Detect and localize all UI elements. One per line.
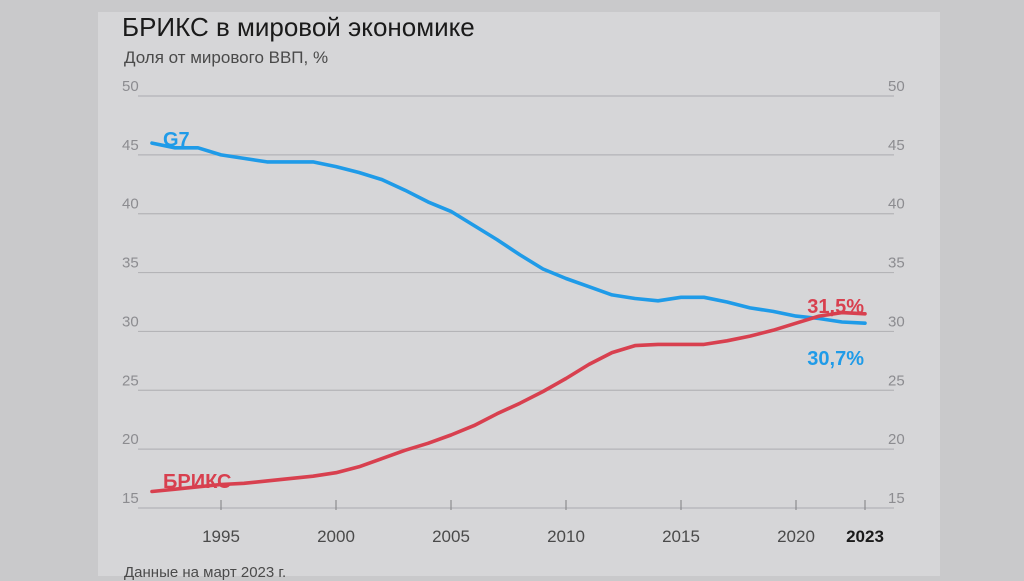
series-line-0 (150, 141, 867, 325)
y-tick-left-35: 35 (122, 255, 139, 272)
series-name-g7: G7 (163, 129, 190, 151)
x-tick-label-2020: 2020 (777, 527, 815, 546)
y-tick-left-15: 15 (122, 490, 139, 507)
y-tick-left-45: 45 (122, 137, 139, 154)
y-tick-right-30: 30 (888, 313, 905, 330)
x-tick-label-1995: 1995 (202, 527, 240, 546)
y-tick-left-50: 50 (122, 78, 139, 95)
y-tick-left-25: 25 (122, 372, 139, 389)
series-line-1 (150, 310, 867, 494)
chart-title: БРИКС в мировой экономике (122, 12, 475, 42)
end-label-g7: 30,7% (807, 348, 864, 370)
y-tick-left-20: 20 (122, 431, 139, 448)
chart-subtitle: Доля от мирового ВВП, % (124, 48, 329, 67)
chart-card: БРИКС в мировой экономике Доля от мирово… (98, 12, 940, 581)
y-tick-right-25: 25 (888, 372, 905, 389)
y-tick-left-40: 40 (122, 196, 139, 213)
x-tick-label-2005: 2005 (432, 527, 470, 546)
y-tick-left-30: 30 (122, 313, 139, 330)
footer-note: Данные на март 2023 г. (124, 564, 287, 581)
x-tick-label-2010: 2010 (547, 527, 585, 546)
end-label-brics: 31,5% (807, 296, 864, 318)
x-tick-label-2000: 2000 (317, 527, 355, 546)
y-tick-right-45: 45 (888, 137, 905, 154)
y-tick-right-40: 40 (888, 196, 905, 213)
x-tick-label-2015: 2015 (662, 527, 700, 546)
y-tick-right-50: 50 (888, 78, 905, 95)
y-tick-right-20: 20 (888, 431, 905, 448)
series-name-brics: БРИКС (163, 471, 231, 493)
y-tick-right-15: 15 (888, 490, 905, 507)
x-tick-label-2023: 2023 (846, 527, 884, 546)
y-tick-right-35: 35 (888, 255, 905, 272)
